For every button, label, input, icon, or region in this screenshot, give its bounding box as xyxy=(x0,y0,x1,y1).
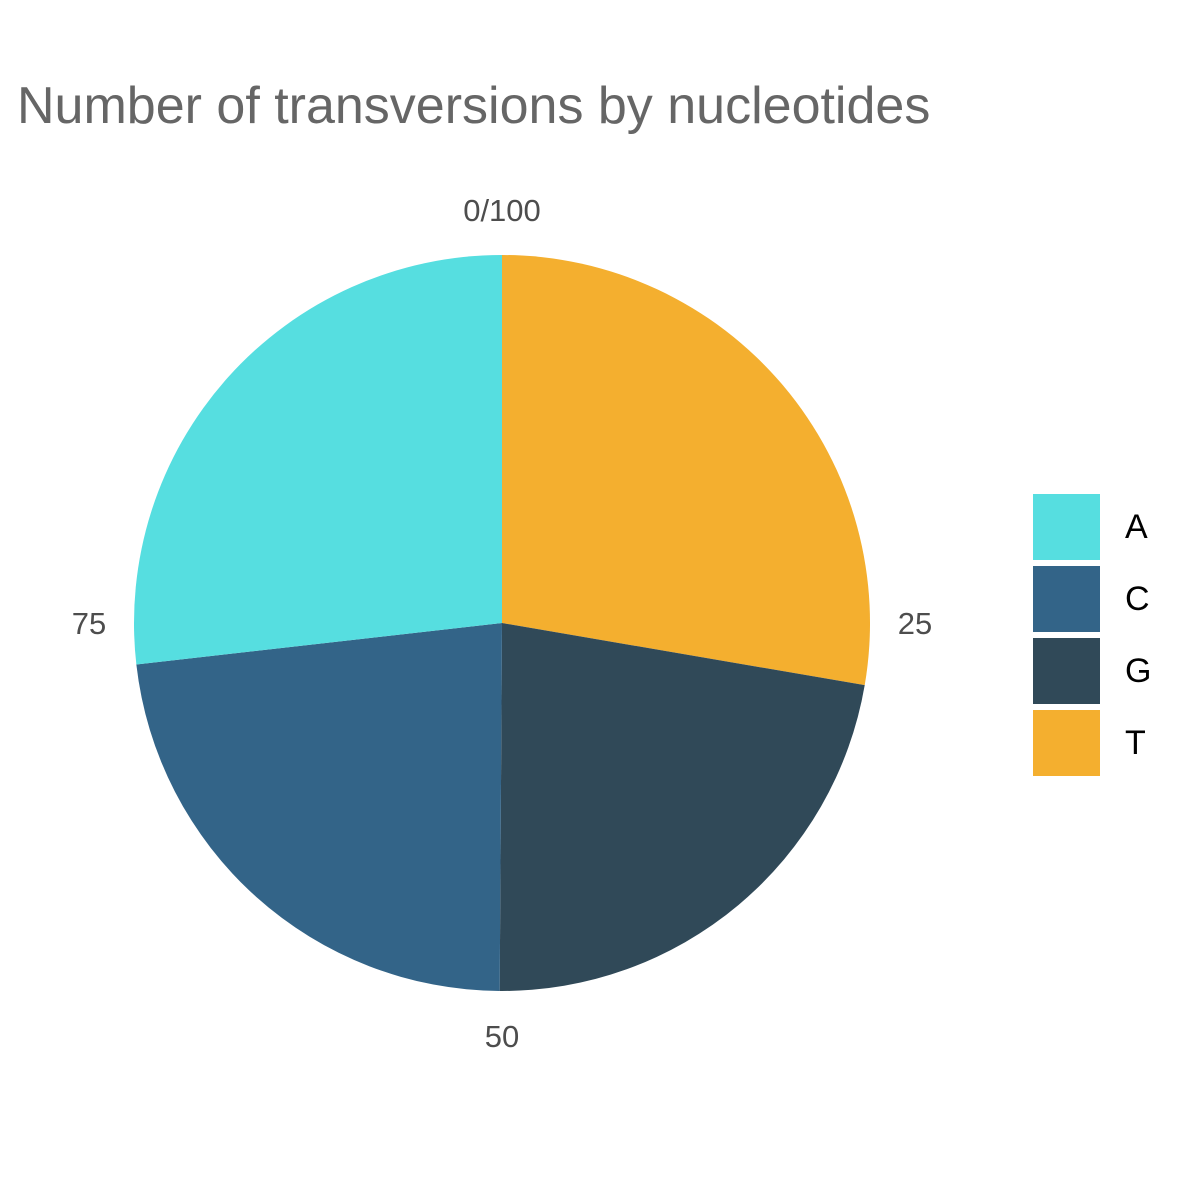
tick-label-0: 0/100 xyxy=(463,193,541,228)
pie-slice-t xyxy=(502,255,871,686)
pie-tick-labels: 0/100 25 50 75 xyxy=(72,193,932,1054)
legend-item-a: A xyxy=(1033,494,1151,560)
legend-label-g: G xyxy=(1125,652,1152,690)
legend-item-g: G xyxy=(1033,638,1151,704)
legend-key-c xyxy=(1033,566,1100,632)
pie-slice-g xyxy=(499,623,865,991)
legend-key-g xyxy=(1033,638,1100,704)
legend-label-t: T xyxy=(1125,724,1146,762)
legend-key-a xyxy=(1033,494,1100,560)
pie-slice-c xyxy=(136,623,502,991)
legend: A C G T xyxy=(1033,494,1151,782)
pie-slices xyxy=(133,255,871,991)
legend-key-t xyxy=(1033,710,1100,776)
tick-label-50: 50 xyxy=(485,1019,519,1054)
legend-label-a: A xyxy=(1125,508,1148,546)
legend-label-c: C xyxy=(1125,580,1150,618)
tick-label-25: 25 xyxy=(898,606,932,641)
legend-item-c: C xyxy=(1033,566,1151,632)
chart-title: Number of transversions by nucleotides xyxy=(17,77,931,135)
pie-slice-a xyxy=(133,255,502,665)
legend-item-t: T xyxy=(1033,710,1151,776)
tick-label-75: 75 xyxy=(72,606,106,641)
